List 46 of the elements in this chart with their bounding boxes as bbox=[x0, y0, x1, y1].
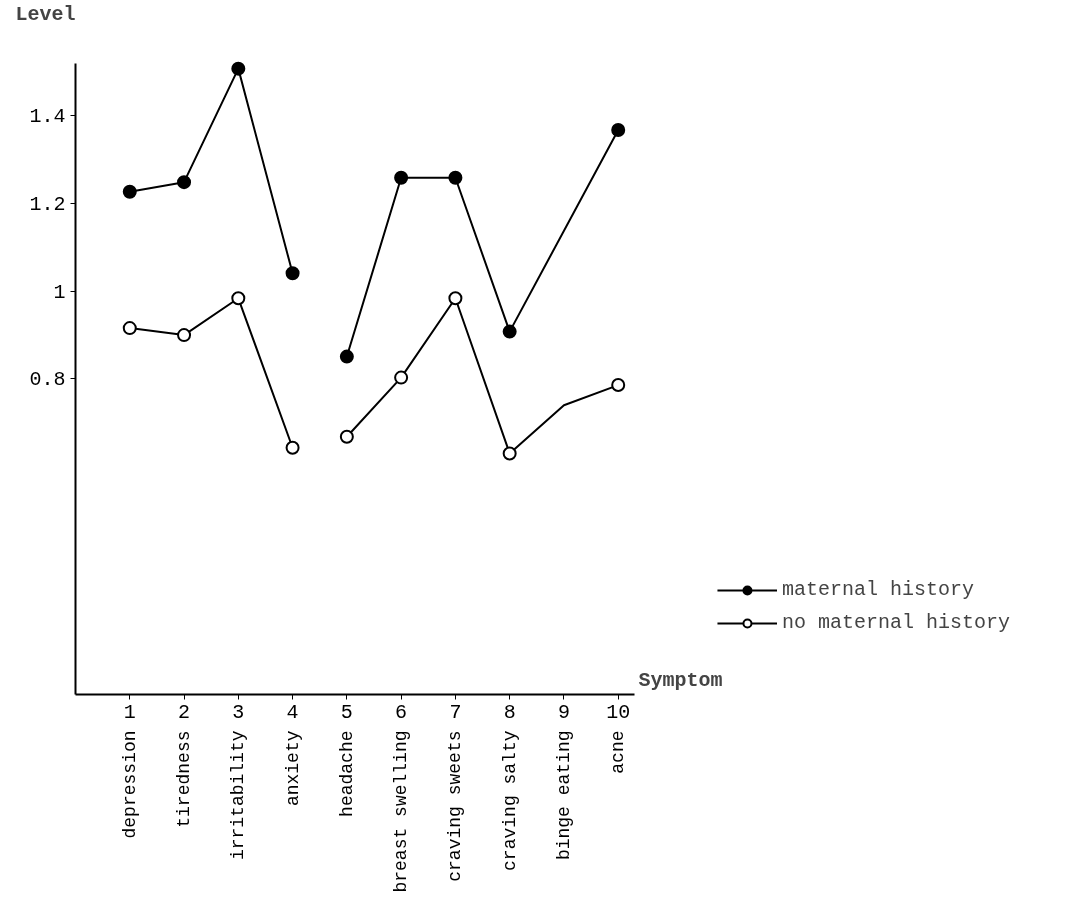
text: depression bbox=[119, 730, 140, 839]
y-tick-label: 1.2 bbox=[29, 193, 66, 217]
point bbox=[448, 291, 463, 306]
x-tick-label: 8 bbox=[503, 700, 516, 724]
x-tick-label: 7 bbox=[449, 700, 462, 724]
x-tick-label: 5 bbox=[340, 700, 353, 724]
x-tick-label: 6 bbox=[395, 700, 408, 724]
point bbox=[122, 321, 137, 336]
text: anxiety bbox=[282, 730, 303, 807]
text: tiredness bbox=[174, 730, 195, 828]
point bbox=[231, 61, 246, 76]
point bbox=[502, 324, 517, 339]
text: craving salty bbox=[499, 730, 520, 871]
x-tick-label: 10 bbox=[606, 700, 631, 724]
point bbox=[285, 440, 300, 455]
point bbox=[177, 328, 192, 343]
x-tick-label: 4 bbox=[286, 700, 299, 724]
text: breast swelling bbox=[391, 730, 412, 893]
point bbox=[122, 184, 137, 199]
x-axis-title: Symptom bbox=[638, 668, 723, 692]
point bbox=[502, 446, 517, 461]
text: craving sweets bbox=[445, 730, 466, 882]
legend-label: maternal history bbox=[781, 578, 974, 601]
text: irritability bbox=[228, 730, 249, 861]
text: headache bbox=[336, 730, 357, 817]
point bbox=[611, 378, 626, 393]
text: binge eating bbox=[553, 730, 574, 861]
y-tick-label: 0.8 bbox=[29, 368, 66, 392]
y-tick-label: 1 bbox=[53, 280, 66, 304]
y-axis-title: Level bbox=[15, 2, 76, 26]
point bbox=[177, 175, 192, 190]
point bbox=[448, 170, 463, 185]
text: acne bbox=[608, 730, 629, 774]
x-tick-label: 3 bbox=[232, 700, 245, 724]
point bbox=[339, 429, 354, 444]
legend-label: no maternal history bbox=[781, 611, 1010, 634]
x-tick-label: 1 bbox=[123, 700, 136, 724]
point bbox=[611, 123, 626, 137]
point bbox=[394, 170, 409, 185]
point bbox=[339, 349, 354, 364]
x-tick-label: 2 bbox=[178, 700, 191, 724]
x-tick-label: 9 bbox=[557, 700, 570, 724]
y-tick-label: 1.4 bbox=[29, 105, 66, 129]
point bbox=[231, 291, 246, 306]
point bbox=[285, 266, 300, 281]
point bbox=[394, 370, 409, 385]
